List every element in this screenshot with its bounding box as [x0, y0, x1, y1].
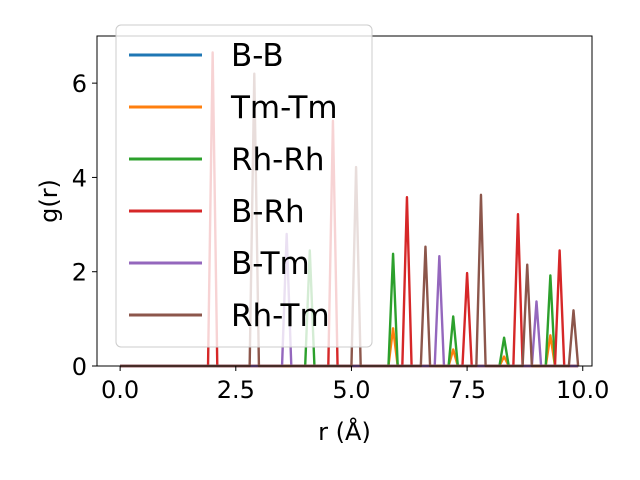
x-tick-label: 10.0: [556, 376, 609, 404]
legend-label: B-Tm: [231, 246, 310, 282]
y-axis-label: g(r): [35, 179, 63, 223]
legend: B-B Tm-Tm Rh-Rh B-Rh B-Tm Rh-Tm: [115, 24, 373, 348]
legend-label: Tm-Tm: [230, 90, 338, 126]
x-tick-label: 5.0: [332, 376, 370, 404]
y-tick-label: 6: [72, 70, 87, 98]
legend-label: B-B: [231, 38, 284, 74]
x-axis-label: r (Å): [318, 417, 371, 446]
y-tick-label: 4: [72, 164, 87, 192]
y-tick-label: 0: [72, 353, 87, 381]
y-axis-ticks: 0 2 4 6: [72, 70, 97, 381]
legend-label: B-Rh: [231, 194, 305, 230]
legend-label: Rh-Tm: [231, 298, 330, 334]
x-tick-label: 0.0: [101, 376, 139, 404]
x-tick-label: 2.5: [217, 376, 255, 404]
x-axis-ticks: 0.0 2.5 5.0 7.5 10.0: [101, 366, 609, 404]
y-tick-label: 2: [72, 259, 87, 287]
legend-label: Rh-Rh: [231, 142, 325, 178]
x-tick-label: 7.5: [448, 376, 486, 404]
